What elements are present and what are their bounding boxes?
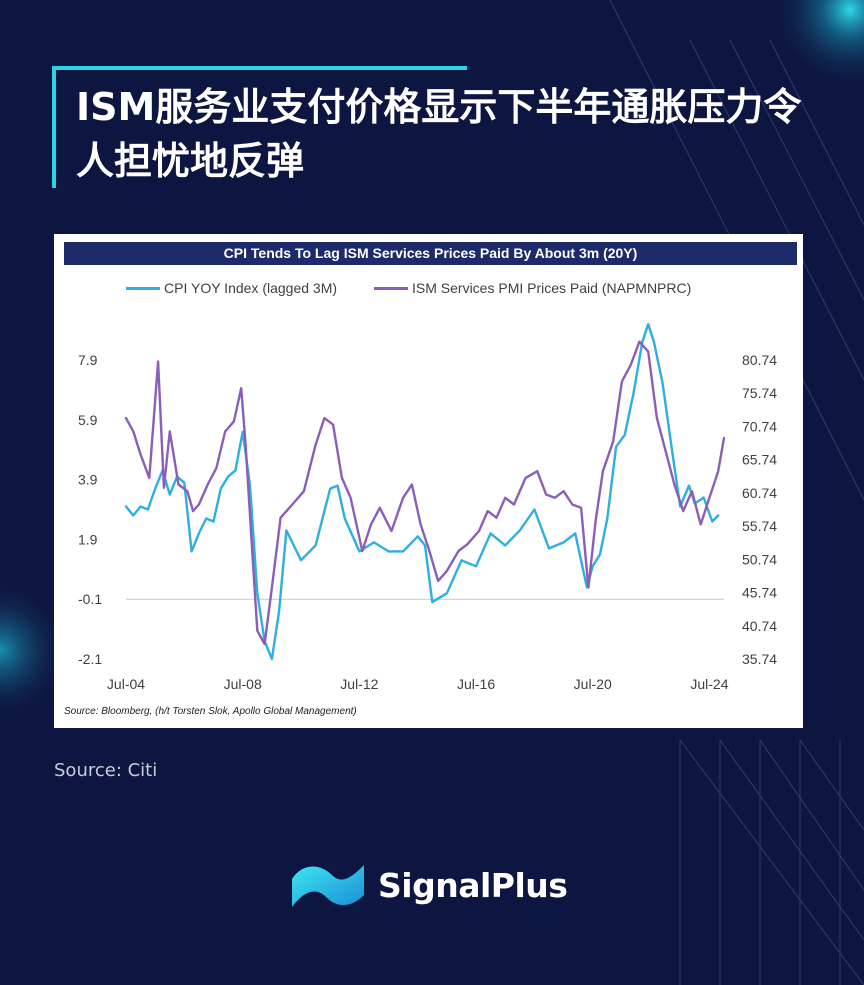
right-axis-tick-label: 35.74 — [742, 651, 777, 667]
source-note: Source: Citi — [54, 760, 158, 781]
brand: SignalPlus — [290, 855, 568, 915]
brand-name: SignalPlus — [378, 865, 568, 905]
legend-swatch-cpi — [126, 286, 160, 290]
left-axis-tick-label: -2.1 — [78, 651, 102, 667]
right-axis-tick-label: 80.74 — [742, 352, 777, 368]
x-axis-tick-label: Jul-16 — [457, 676, 495, 692]
legend-label-cpi: CPI YOY Index (lagged 3M) — [164, 280, 338, 296]
right-axis-tick-label: 70.74 — [742, 418, 777, 434]
title-accent-bar-left — [52, 66, 56, 188]
x-axis-tick-label: Jul-20 — [574, 676, 612, 692]
right-axis-tick-label: 55.74 — [742, 518, 777, 534]
chart-title: CPI Tends To Lag ISM Services Prices Pai… — [64, 242, 797, 265]
right-axis-tick-label: 50.74 — [742, 551, 777, 567]
right-axis-tick-label: 65.74 — [742, 452, 777, 468]
left-axis-tick-label: 1.9 — [78, 531, 98, 547]
left-axis-tick-label: -0.1 — [78, 591, 102, 607]
left-axis-tick-label: 7.9 — [78, 352, 98, 368]
x-axis-tick-label: Jul-08 — [224, 676, 262, 692]
chart-legend: CPI YOY Index (lagged 3M) ISM Services P… — [54, 280, 803, 300]
x-axis-tick-label: Jul-04 — [107, 676, 145, 692]
signalplus-logo-icon — [292, 865, 364, 907]
legend-item-cpi: CPI YOY Index (lagged 3M) — [126, 280, 337, 296]
left-axis-tick-label: 3.9 — [78, 472, 98, 488]
page-title: ISM服务业支付价格显示下半年通胀压力令人担忧地反弹 — [76, 85, 802, 183]
right-axis-tick-label: 40.74 — [742, 618, 777, 634]
legend-label-ism: ISM Services PMI Prices Paid (NAPMNPRC) — [412, 280, 692, 296]
right-axis-tick-label: 75.74 — [742, 385, 777, 401]
left-axis-tick-label: 5.9 — [78, 412, 98, 428]
chart-plot: 7.9 5.9 3.9 1.9 -0.1 -2.1 80.74 75.74 70.74 65.74… — [78, 322, 777, 692]
chart-source: Source: Bloomberg, (h/t Torsten Slok, Ap… — [64, 706, 357, 717]
legend-swatch-ism — [374, 286, 408, 290]
right-axis-tick-label: 60.74 — [742, 485, 777, 501]
title-accent-bar — [52, 66, 467, 70]
x-axis-tick-label: Jul-12 — [340, 676, 378, 692]
x-axis-tick-label: Jul-24 — [690, 676, 728, 692]
series-line-ism — [124, 340, 726, 646]
legend-item-ism: ISM Services PMI Prices Paid (NAPMNPRC) — [374, 280, 691, 296]
series-line-cpi — [124, 322, 720, 661]
right-axis-tick-label: 45.74 — [742, 585, 777, 601]
chart-card: CPI Tends To Lag ISM Services Prices Pai… — [54, 234, 803, 728]
